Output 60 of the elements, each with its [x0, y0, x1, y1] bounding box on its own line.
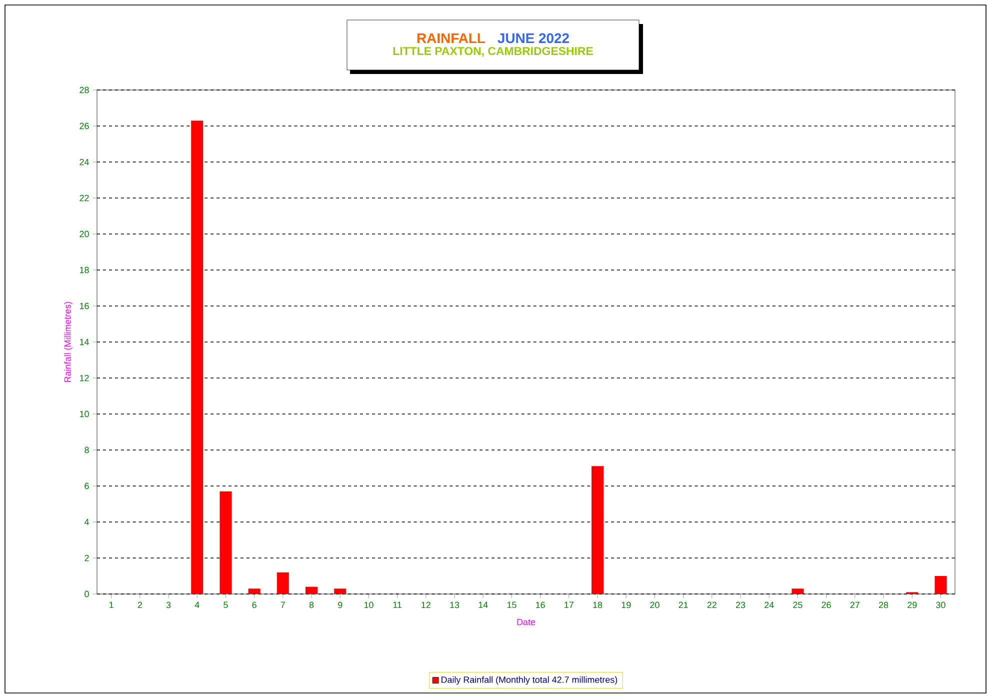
- y-axis-title: Rainfall (Millimetres): [64, 302, 72, 382]
- y-tick-label: 14: [80, 338, 89, 346]
- x-tick-label: 12: [422, 602, 430, 608]
- y-tick-label: 16: [80, 302, 89, 310]
- x-tick-label: 30: [936, 602, 946, 608]
- x-tick-label: 22: [707, 602, 716, 608]
- x-axis-title: Date: [517, 618, 536, 626]
- x-tick-label: 29: [908, 602, 917, 608]
- x-tick-label: 7: [280, 602, 285, 608]
- x-tick-label: 11: [393, 602, 402, 608]
- y-tick-label: 24: [80, 158, 89, 166]
- chart-subtitle: JUNE 2022: [498, 33, 569, 44]
- bar: [934, 576, 947, 594]
- y-tick-label: 26: [80, 122, 89, 130]
- x-tick-label: 14: [478, 602, 488, 608]
- x-tick-label: 9: [338, 602, 342, 608]
- y-tick-label: 0: [84, 590, 89, 598]
- x-tick-label: 24: [764, 602, 774, 608]
- y-tick-label: 22: [80, 194, 89, 202]
- y-tick-label: 10: [80, 410, 89, 418]
- y-tick-label: 6: [84, 482, 89, 490]
- x-tick-label: 18: [593, 602, 602, 608]
- x-tick-label: 15: [507, 602, 516, 608]
- bar: [592, 466, 604, 594]
- bar: [334, 588, 346, 594]
- legend-label: Daily Rainfall (Monthly total 42.7 millimetres): [441, 676, 618, 685]
- x-tick-label: 19: [622, 602, 631, 608]
- bar: [306, 586, 318, 594]
- y-tick-label: 2: [84, 554, 89, 562]
- x-tick-label: 6: [252, 602, 256, 608]
- x-tick-label: 25: [793, 602, 802, 608]
- x-tick-label: 28: [878, 602, 888, 608]
- bar: [276, 572, 289, 594]
- x-tick-label: 21: [678, 602, 688, 608]
- y-tick-label: 28: [80, 86, 89, 94]
- x-tick-label: 2: [138, 602, 142, 608]
- x-tick-label: 23: [736, 602, 746, 608]
- x-tick-label: 1: [110, 602, 114, 608]
- x-tick-label: 26: [822, 602, 831, 608]
- y-tick-label: 12: [80, 374, 89, 382]
- bar: [220, 491, 232, 594]
- x-tick-label: 3: [166, 602, 171, 608]
- x-tick-label: 4: [194, 602, 200, 608]
- y-tick-label: 4: [84, 518, 89, 526]
- chart-title: RAINFALL: [417, 33, 485, 43]
- y-tick-label: 8: [84, 446, 89, 454]
- x-tick-label: 5: [224, 602, 228, 608]
- x-tick-label: 10: [364, 602, 374, 608]
- bar: [248, 588, 260, 594]
- x-tick-label: 16: [536, 602, 545, 608]
- x-tick-label: 27: [850, 602, 860, 608]
- bar: [191, 120, 204, 594]
- bar: [792, 588, 804, 594]
- text: LITTLE PAXTON, CAMBRIDGESHIRE: [393, 46, 593, 57]
- y-tick-label: 18: [80, 266, 89, 274]
- y-tick-label: 20: [80, 230, 89, 238]
- x-tick-label: 20: [650, 602, 660, 608]
- x-tick-label: 17: [564, 602, 574, 608]
- x-tick-label: 13: [450, 602, 460, 608]
- x-tick-label: 8: [309, 602, 314, 608]
